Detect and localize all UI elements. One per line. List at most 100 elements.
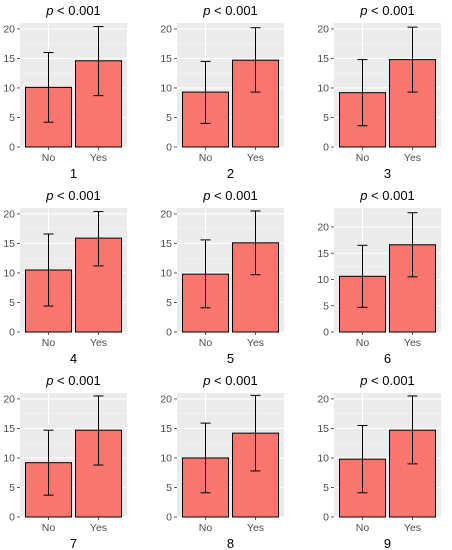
panel-title-variable: p	[45, 373, 53, 388]
panel-number: 8	[227, 536, 234, 550]
panel-title: p < 0.001	[359, 3, 415, 18]
y-tick-label: 20	[160, 209, 172, 221]
panel-title: p < 0.001	[202, 373, 258, 388]
x-tick-label: Yes	[247, 152, 264, 164]
panel-title: p < 0.001	[45, 188, 101, 203]
panel-number: 4	[70, 351, 77, 366]
y-tick-label: 0	[323, 142, 329, 154]
y-tick-label: 5	[323, 300, 329, 312]
y-tick-label: 5	[323, 112, 329, 124]
x-tick-label: Yes	[247, 522, 264, 534]
panel-title-variable: p	[45, 188, 53, 203]
y-tick-label: 10	[317, 274, 329, 286]
y-tick-label: 0	[9, 327, 15, 339]
x-tick-label: Yes	[404, 152, 421, 164]
panel-title-rest: < 0.001	[210, 373, 257, 388]
y-tick-label: 20	[3, 394, 15, 406]
panel-title: p < 0.001	[202, 188, 258, 203]
panel-number: 3	[384, 166, 391, 181]
y-tick-label: 5	[323, 482, 329, 494]
panel-7: 0 5 10 15 20 No Yes p < 0.001 7	[3, 373, 127, 550]
panel-number: 9	[384, 536, 391, 550]
panel-title-variable: p	[45, 3, 53, 18]
x-tick-label: No	[356, 337, 370, 349]
x-tick-label: Yes	[404, 522, 421, 534]
panel-title-variable: p	[202, 188, 210, 203]
y-tick-label: 10	[160, 268, 172, 280]
y-tick-label: 0	[9, 512, 15, 524]
y-tick-label: 5	[166, 112, 172, 124]
y-tick-label: 5	[9, 297, 15, 309]
panel-title-variable: p	[202, 3, 210, 18]
y-tick-label: 0	[166, 142, 172, 154]
y-tick-label: 10	[160, 83, 172, 95]
y-tick-label: 0	[323, 327, 329, 339]
x-tick-label: No	[199, 152, 213, 164]
x-tick-label: Yes	[404, 337, 421, 349]
y-tick-label: 20	[3, 24, 15, 36]
y-tick-label: 0	[166, 512, 172, 524]
y-tick-label: 15	[160, 423, 172, 435]
y-tick-label: 15	[3, 53, 15, 65]
panel-title-variable: p	[359, 373, 367, 388]
panel-title: p < 0.001	[45, 3, 101, 18]
panel-title-rest: < 0.001	[53, 3, 100, 18]
y-tick-label: 0	[9, 142, 15, 154]
y-tick-label: 15	[317, 53, 329, 65]
y-tick-label: 15	[3, 238, 15, 250]
y-tick-label: 20	[160, 24, 172, 36]
panel-title-variable: p	[359, 188, 367, 203]
panel-5: 0 5 10 15 20 No Yes p < 0.001 5	[160, 188, 284, 366]
panel-2: 0 5 10 15 20 No Yes p < 0.001 2	[160, 3, 284, 181]
panel-6: 0 5 10 15 20 No Yes p < 0.001 6	[317, 188, 441, 366]
y-tick-label: 15	[160, 53, 172, 65]
panel-number: 7	[70, 536, 77, 550]
panel-number: 5	[227, 351, 234, 366]
panel-title-rest: < 0.001	[367, 188, 414, 203]
panel-title-rest: < 0.001	[210, 3, 257, 18]
panel-title-rest: < 0.001	[53, 373, 100, 388]
x-tick-label: No	[42, 522, 56, 534]
panel-title: p < 0.001	[359, 373, 415, 388]
x-tick-label: No	[42, 337, 56, 349]
y-tick-label: 10	[317, 83, 329, 95]
y-tick-label: 10	[3, 268, 15, 280]
panel-9: 0 5 10 15 20 No Yes p < 0.001 9	[317, 373, 441, 550]
panel-title: p < 0.001	[45, 373, 101, 388]
y-tick-label: 10	[3, 83, 15, 95]
y-tick-label: 20	[160, 394, 172, 406]
x-tick-label: Yes	[247, 337, 264, 349]
y-tick-label: 5	[9, 482, 15, 494]
x-tick-label: No	[356, 522, 370, 534]
panel-number: 1	[70, 166, 77, 181]
panel-3: 0 5 10 15 20 No Yes p < 0.001 3	[317, 3, 441, 181]
panel-8: 0 5 10 15 20 No Yes p < 0.001 8	[160, 373, 284, 550]
panel-title: p < 0.001	[202, 3, 258, 18]
y-tick-label: 10	[3, 453, 15, 465]
panel-number: 2	[227, 166, 234, 181]
y-tick-label: 20	[317, 222, 329, 234]
y-tick-label: 5	[166, 482, 172, 494]
y-tick-label: 5	[166, 297, 172, 309]
x-tick-label: Yes	[90, 337, 107, 349]
y-tick-label: 20	[3, 209, 15, 221]
y-tick-label: 20	[317, 24, 329, 36]
y-tick-label: 15	[317, 423, 329, 435]
x-tick-label: Yes	[90, 522, 107, 534]
x-tick-label: No	[42, 152, 56, 164]
y-tick-label: 0	[323, 512, 329, 524]
y-tick-label: 15	[160, 238, 172, 250]
panel-title-rest: < 0.001	[367, 3, 414, 18]
x-tick-label: No	[199, 522, 213, 534]
panel-title-variable: p	[359, 3, 367, 18]
panel-title-rest: < 0.001	[53, 188, 100, 203]
y-tick-label: 5	[9, 112, 15, 124]
y-tick-label: 10	[160, 453, 172, 465]
x-tick-label: No	[356, 152, 370, 164]
panel-title-variable: p	[202, 373, 210, 388]
x-tick-label: No	[199, 337, 213, 349]
panel-title-rest: < 0.001	[210, 188, 257, 203]
y-tick-label: 15	[317, 248, 329, 260]
y-tick-label: 20	[317, 394, 329, 406]
